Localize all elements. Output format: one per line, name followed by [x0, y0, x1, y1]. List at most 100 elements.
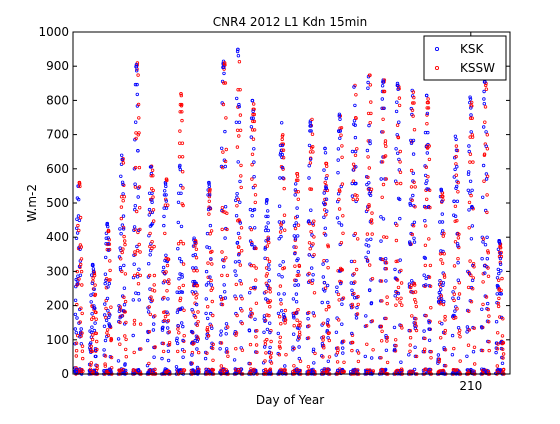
data-point-kssw [133, 165, 138, 170]
data-point-ksk [222, 283, 226, 287]
data-point-kssw [468, 116, 473, 120]
data-point-ksk [380, 130, 384, 134]
data-point-kssw [91, 276, 95, 280]
data-point-kssw [178, 129, 182, 133]
data-point-ksk [484, 130, 488, 134]
data-point-kssw [366, 139, 370, 143]
data-point-kssw [426, 100, 430, 105]
data-point-ksk [484, 144, 488, 148]
data-point-kssw [211, 342, 215, 347]
data-point-kssw [149, 173, 153, 178]
data-point-kssw [327, 305, 331, 309]
data-point-ksk [147, 207, 152, 212]
data-point-ksk [74, 226, 79, 230]
data-point-kssw [393, 370, 398, 374]
data-point-ksk [426, 130, 430, 135]
data-point-ksk [323, 226, 327, 230]
data-point-kssw [123, 299, 128, 304]
data-point-ksk [76, 214, 81, 218]
data-point-ksk [76, 197, 81, 202]
data-point-kssw [282, 186, 286, 191]
data-point-kssw [134, 136, 138, 141]
data-point-ksk [175, 290, 179, 294]
data-point-ksk [223, 164, 227, 169]
data-point-ksk [352, 118, 357, 123]
data-point-kssw [439, 294, 444, 298]
data-point-kssw [453, 240, 458, 244]
data-point-ksk [296, 269, 300, 274]
data-point-ksk [181, 338, 185, 343]
data-point-ksk [120, 314, 124, 318]
data-point-kssw [122, 194, 126, 199]
data-point-kssw [410, 314, 414, 318]
data-point-kssw [88, 367, 93, 371]
data-point-kssw [428, 188, 432, 192]
data-point-kssw [179, 92, 183, 96]
data-point-ksk [90, 281, 94, 285]
data-point-kssw [164, 177, 169, 181]
data-point-ksk [368, 288, 372, 293]
data-point-kssw [368, 263, 372, 267]
data-point-ksk [233, 269, 237, 273]
data-point-kssw [104, 277, 109, 281]
data-point-kssw [149, 295, 153, 299]
data-point-kssw [234, 331, 239, 335]
data-point-ksk [175, 341, 180, 346]
data-point-ksk [179, 191, 183, 195]
data-point-ksk [322, 191, 326, 195]
data-point-ksk [209, 283, 213, 287]
data-point-kssw [381, 257, 385, 262]
data-point-kssw [121, 198, 125, 203]
data-point-ksk [353, 149, 358, 154]
data-point-kssw [118, 342, 122, 346]
data-point-kssw [400, 303, 404, 307]
data-point-kssw [223, 159, 228, 164]
data-point-kssw [486, 266, 490, 270]
data-point-ksk [394, 109, 399, 114]
data-point-kssw [163, 314, 168, 319]
data-point-ksk [292, 316, 296, 320]
data-point-ksk [497, 271, 501, 276]
data-point-ksk [133, 203, 137, 208]
data-point-kssw [469, 300, 474, 304]
data-point-ksk [104, 278, 108, 282]
data-point-kssw [177, 331, 181, 335]
data-point-ksk [166, 349, 171, 353]
data-point-kssw [423, 347, 427, 351]
data-point-ksk [291, 345, 295, 349]
data-point-ksk [425, 93, 429, 98]
data-point-ksk [452, 199, 456, 203]
data-point-kssw [429, 306, 433, 310]
data-point-ksk [311, 273, 315, 277]
data-point-kssw [321, 338, 325, 342]
data-point-kssw [455, 218, 459, 223]
data-point-kssw [150, 298, 155, 302]
data-point-kssw [412, 127, 417, 132]
data-point-ksk [177, 256, 182, 261]
data-point-kssw [265, 244, 269, 248]
data-point-kssw [309, 187, 314, 191]
data-point-ksk [355, 305, 359, 310]
data-point-kssw [103, 354, 108, 358]
data-point-kssw [182, 349, 186, 354]
data-point-ksk [203, 356, 208, 361]
data-point-ksk [378, 324, 382, 328]
data-point-ksk [339, 281, 343, 286]
data-point-kssw [220, 250, 224, 254]
data-point-kssw [135, 248, 140, 253]
data-point-kssw [80, 331, 84, 335]
data-point-kssw [356, 237, 360, 241]
data-point-kssw [327, 338, 331, 343]
data-point-kssw [456, 190, 460, 194]
data-point-kssw [137, 116, 141, 120]
data-point-kssw [150, 246, 154, 251]
data-point-kssw [368, 120, 372, 125]
data-point-ksk [440, 199, 444, 203]
data-point-ksk [427, 338, 432, 342]
data-point-ksk [122, 303, 127, 307]
data-point-kssw [109, 305, 113, 309]
data-point-ksk [293, 237, 298, 241]
data-point-kssw [263, 367, 268, 372]
data-point-ksk [341, 346, 345, 350]
data-point-kssw [365, 232, 370, 236]
